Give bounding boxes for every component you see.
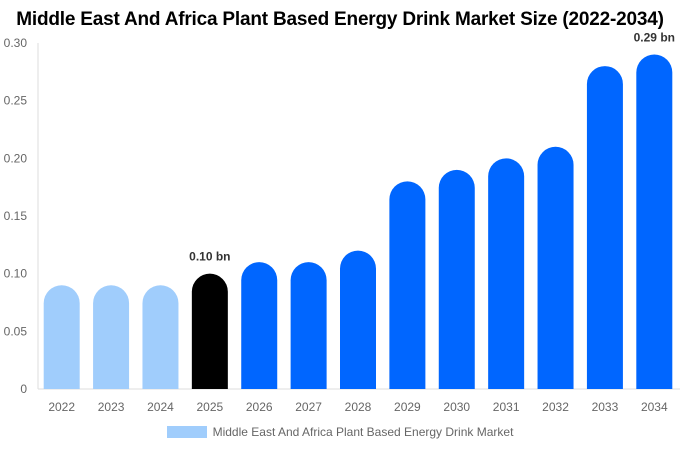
x-tick-label: 2029 [394, 400, 421, 414]
legend-swatch [166, 426, 207, 438]
y-tick-label: 0.20 [4, 151, 28, 165]
x-tick-label: 2027 [295, 400, 322, 414]
bar-2022 [43, 285, 80, 389]
x-tick-label: 2024 [147, 400, 174, 414]
chart-title: Middle East And Africa Plant Based Energ… [16, 9, 664, 30]
x-tick-label: 2033 [592, 400, 619, 414]
bar-2023 [93, 285, 130, 389]
bar-2025 [191, 273, 228, 389]
legend-label: Middle East And Africa Plant Based Energ… [212, 425, 514, 439]
legend: Middle East And Africa Plant Based Energ… [0, 425, 680, 439]
x-tick-label: 2026 [246, 400, 273, 414]
data-label: 0.29 bn [634, 31, 675, 45]
x-tick-label: 2023 [98, 400, 125, 414]
x-tick-label: 2025 [196, 400, 223, 414]
bar-2034 [636, 54, 673, 390]
y-tick-label: 0.30 [4, 36, 28, 50]
bar-2032 [537, 146, 574, 389]
x-tick-label: 2034 [641, 400, 668, 414]
bar-2029 [389, 181, 426, 389]
x-tick-label: 2031 [493, 400, 520, 414]
x-tick-label: 2032 [542, 400, 569, 414]
bar-2031 [488, 158, 525, 389]
y-tick-label: 0.15 [4, 209, 28, 223]
x-tick-label: 2028 [345, 400, 372, 414]
bar-2024 [142, 285, 179, 389]
data-label: 0.10 bn [189, 250, 230, 264]
bar-2026 [241, 262, 278, 389]
x-tick-label: 2022 [48, 400, 75, 414]
y-tick-label: 0.10 [4, 267, 28, 281]
y-tick-label: 0.25 [4, 94, 28, 108]
y-tick-label: 0.05 [4, 324, 28, 338]
bar-2027 [290, 262, 327, 389]
bar-2028 [340, 250, 376, 389]
y-tick-label: 0 [20, 382, 27, 396]
bar-2033 [586, 66, 623, 389]
bar-2030 [438, 169, 475, 389]
x-tick-label: 2030 [443, 400, 470, 414]
